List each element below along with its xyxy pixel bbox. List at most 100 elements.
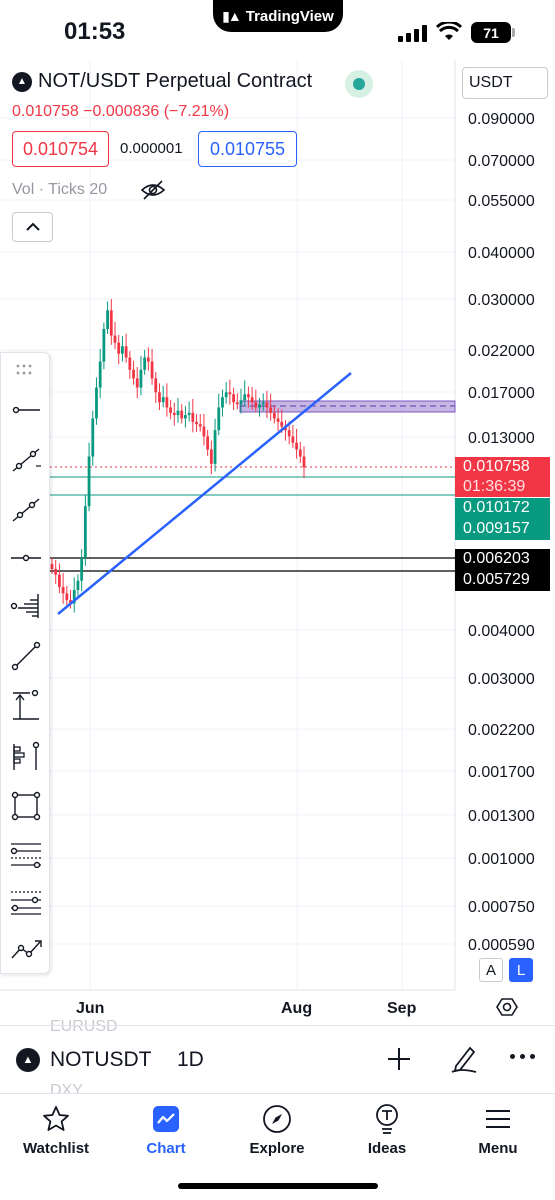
candle-body — [195, 421, 198, 425]
more-icon[interactable] — [510, 1054, 535, 1059]
candle-body — [232, 394, 235, 403]
chart-grid — [0, 60, 455, 990]
price-tick: 0.002200 — [468, 722, 535, 739]
candle-body — [54, 568, 58, 575]
interval-button[interactable]: 1D — [177, 1048, 204, 1071]
grip-icon[interactable] — [15, 363, 37, 377]
price-tick: 0.055000 — [468, 193, 535, 210]
trend-angle-tool[interactable] — [7, 441, 45, 479]
sell-bid-button[interactable]: 0.010754 — [12, 131, 109, 167]
candle-body — [146, 357, 150, 362]
price-tick: 0.004000 — [468, 623, 535, 640]
extended-line-icon — [12, 498, 40, 522]
fib-extension-tool[interactable] — [7, 883, 45, 921]
horizontal-ray-icon — [11, 554, 41, 562]
candle-body — [202, 426, 206, 437]
candle-body — [228, 392, 232, 395]
candle-body — [61, 586, 65, 594]
price-tick: 0.001000 — [468, 851, 535, 868]
nav-label: Explore — [249, 1140, 305, 1157]
time-axis-labels: Jun Aug Sep — [76, 1000, 417, 1017]
wifi-icon — [436, 22, 462, 40]
app-pill: ▮▲ TradingView — [213, 0, 343, 32]
eye-off-icon[interactable] — [140, 179, 166, 201]
candle-body — [143, 357, 147, 370]
fib-extension-icon — [11, 891, 41, 915]
path-icon — [11, 940, 42, 959]
symbol-search-button[interactable]: NOTUSDT — [50, 1048, 152, 1071]
nav-ideas[interactable]: Ideas — [337, 1102, 437, 1157]
candle-body — [235, 402, 239, 405]
candle-body — [243, 394, 247, 401]
horizontal-ray-tool[interactable] — [7, 539, 45, 577]
chart-settings-icon[interactable] — [495, 995, 519, 1019]
candle-body — [191, 412, 195, 422]
bottom-nav: Watchlist Chart Explore Ideas Menu — [0, 1093, 555, 1200]
trend-line-tool[interactable] — [7, 637, 45, 675]
candle-body — [158, 392, 161, 403]
candle-body — [258, 404, 261, 408]
star-icon — [43, 1106, 69, 1131]
buy-ask-button[interactable]: 0.010755 — [198, 131, 297, 167]
candle-body — [139, 369, 143, 388]
candle-body — [247, 394, 250, 398]
price-tick: 0.000590 — [468, 937, 535, 954]
auto-scale-button[interactable]: A — [479, 958, 503, 982]
trend-line — [57, 372, 352, 615]
currency-select[interactable]: USDT — [462, 67, 548, 99]
plus-icon[interactable] — [386, 1046, 412, 1072]
symbol-title-row[interactable]: ▲ NOT/USDT Perpetual Contract — [12, 70, 312, 93]
nav-label: Ideas — [367, 1140, 407, 1157]
collapse-legend-button[interactable] — [12, 212, 53, 242]
fib-retracement-tool[interactable] — [7, 835, 45, 873]
candle-body — [180, 410, 184, 419]
candle-body — [213, 430, 217, 464]
path-tool[interactable] — [7, 931, 45, 969]
nav-chart[interactable]: Chart — [116, 1102, 216, 1157]
nav-watchlist[interactable]: Watchlist — [6, 1102, 106, 1157]
price-tick: 0.030000 — [468, 292, 535, 309]
green-level-tag-1: 0.010172 — [455, 498, 550, 518]
candle-body — [91, 418, 95, 457]
horizontal-line-tool[interactable] — [7, 391, 45, 429]
lightbulb-icon — [376, 1104, 398, 1134]
home-indicator — [178, 1183, 378, 1189]
nav-menu[interactable]: Menu — [448, 1102, 548, 1157]
rectangle-tool[interactable] — [7, 787, 45, 825]
candle-body — [80, 558, 84, 581]
extended-line-tool[interactable] — [7, 491, 45, 529]
candle-body — [76, 580, 80, 591]
candle-body — [113, 335, 117, 343]
volume-profile-tool[interactable] — [7, 587, 45, 625]
time-tick: Aug — [281, 1000, 312, 1017]
time-tick: Jun — [76, 1000, 104, 1017]
candle-body — [132, 369, 135, 379]
tradingview-logo-icon: ▮▲ — [222, 7, 242, 24]
candle-body — [106, 310, 109, 329]
symbol-logo-icon: ▲ — [12, 71, 32, 92]
symbol-title[interactable]: NOT/USDT Perpetual Contract — [38, 70, 313, 92]
current-price-tag: 0.010758 01:36:39 — [455, 457, 550, 497]
green-level-tag-2: 0.009157 — [455, 518, 550, 540]
bars-pattern-tool[interactable] — [7, 737, 45, 775]
candle-body — [50, 564, 54, 569]
candle-body — [272, 412, 276, 419]
volume-indicator-label[interactable]: Vol · Ticks 20 — [12, 181, 108, 198]
candle-body — [69, 600, 72, 604]
spread-value: 0.000001 — [120, 140, 183, 157]
trend-angle-icon — [12, 448, 41, 472]
long-position-tool[interactable] — [7, 687, 45, 725]
pen-icon[interactable] — [450, 1044, 478, 1074]
candle-body — [165, 397, 169, 408]
price-tick: 0.013000 — [468, 430, 535, 447]
nav-explore[interactable]: Explore — [227, 1102, 327, 1157]
chart-icon — [153, 1106, 179, 1132]
price-chart[interactable]: 0.090000 0.070000 0.055000 0.040000 0.03… — [0, 60, 555, 1020]
candle-body — [224, 392, 228, 398]
price-tick: 0.001700 — [468, 764, 535, 781]
ghost-symbol-above: EURUSD — [50, 1018, 118, 1035]
log-scale-button[interactable]: L — [509, 958, 533, 982]
hamburger-icon — [486, 1110, 510, 1128]
price-tick: 0.022000 — [468, 343, 535, 360]
price-tick: 0.070000 — [468, 153, 535, 170]
